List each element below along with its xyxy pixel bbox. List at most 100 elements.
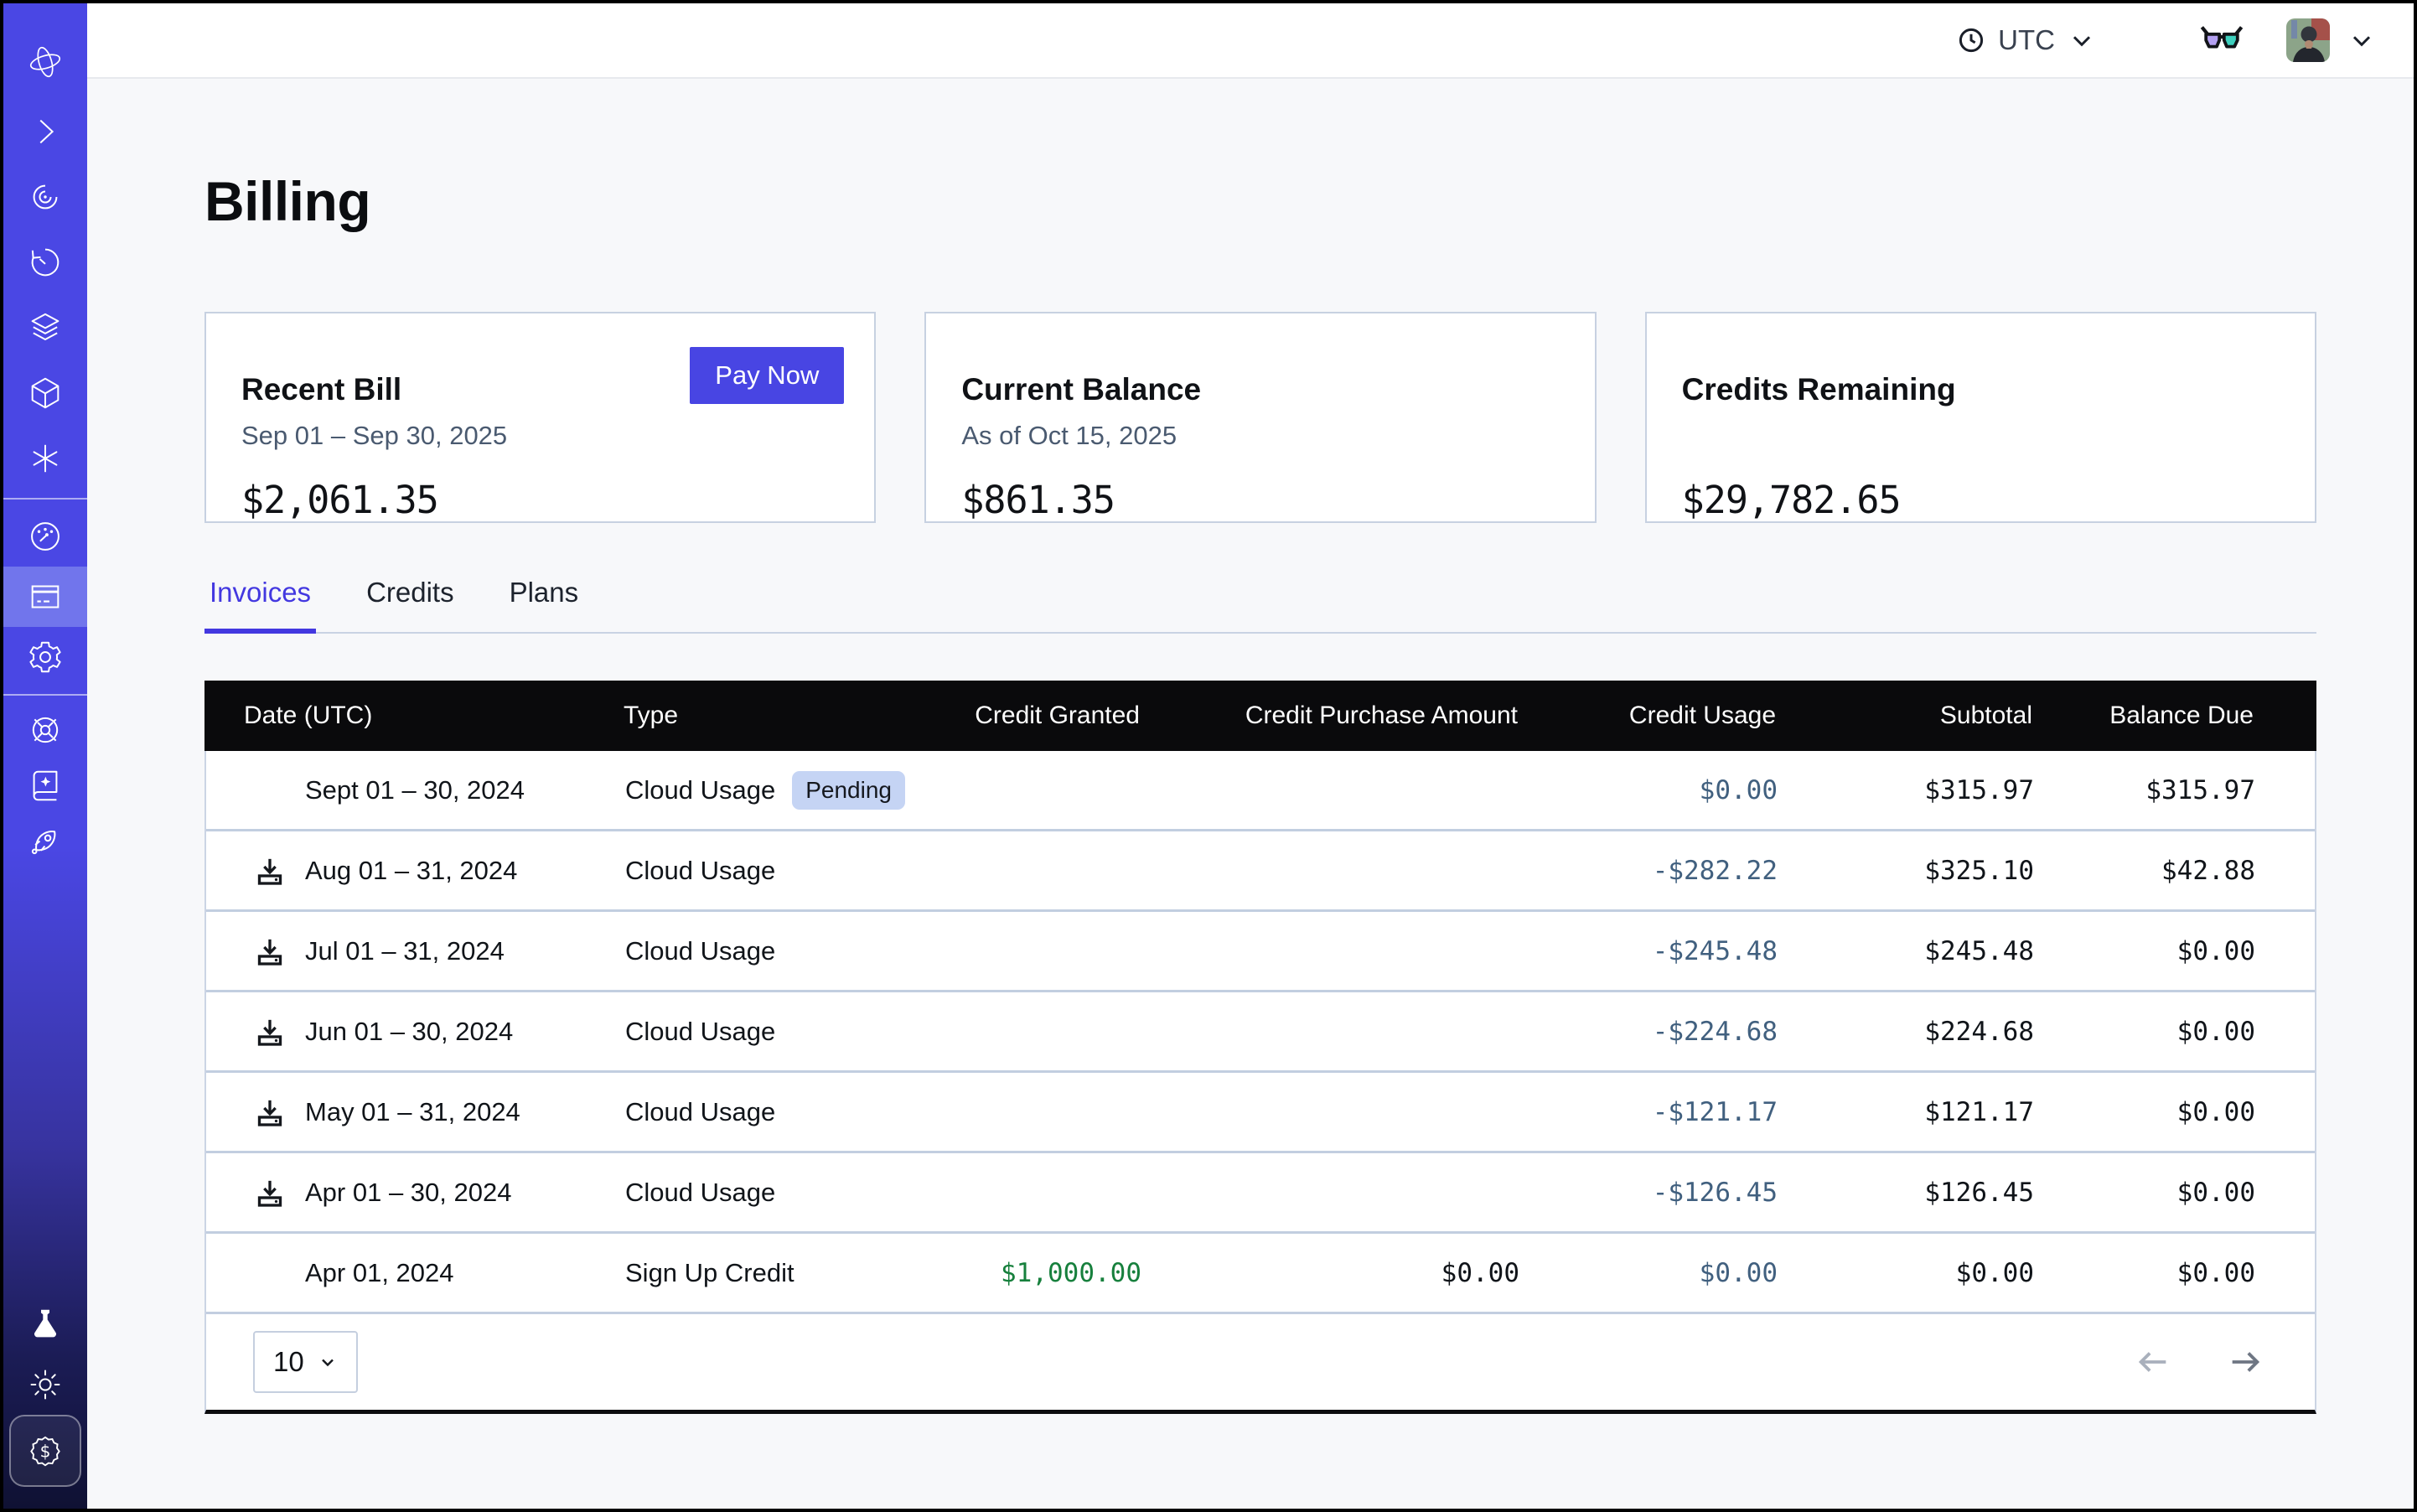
credit-usage-value: -$121.17	[1652, 1096, 1778, 1127]
subtotal-value: $325.10	[1924, 855, 2034, 886]
card-subtitle	[1682, 421, 2280, 451]
invoice-type-cell: Cloud Usage Pending	[625, 770, 960, 810]
balance-due-value: $0.00	[2176, 1096, 2255, 1127]
sidebar-item-labs[interactable]	[3, 1294, 87, 1354]
column-header-date: Date (UTC)	[244, 702, 373, 729]
column-header-type: Type	[624, 702, 679, 729]
tab-invoices[interactable]: Invoices	[204, 577, 317, 634]
book-sparkle-icon	[26, 766, 65, 805]
sidebar-item-stack[interactable]	[3, 295, 87, 360]
tab-plans[interactable]: Plans	[509, 577, 579, 608]
sidebar-item-usage[interactable]	[3, 506, 87, 567]
timer-icon	[26, 243, 65, 282]
sidebar-item-logo[interactable]	[3, 25, 87, 99]
invoice-row: Jul 01 – 31, 2024 Cloud Usage -$245.48 $…	[206, 912, 2315, 992]
invoice-date: Aug 01 – 31, 2024	[305, 855, 518, 885]
status-badge: Pending	[792, 770, 905, 810]
user-avatar[interactable]	[2286, 18, 2330, 62]
account-chevron-down-icon[interactable]	[2347, 25, 2377, 55]
download-invoice-button[interactable]	[253, 854, 287, 888]
next-page-button[interactable]	[2226, 1343, 2264, 1381]
billing-tabs: Invoices Credits Plans	[204, 577, 2316, 634]
invoice-row: Jun 01 – 30, 2024 Cloud Usage -$224.68 $…	[206, 992, 2315, 1073]
card-title: Credits Remaining	[1681, 372, 1956, 406]
column-header-credit-usage: Credit Usage	[1628, 702, 1776, 729]
credits-badge-button[interactable]: $	[9, 1415, 81, 1487]
credits-remaining-amount: $29,782.65	[1681, 478, 1902, 522]
credit-purchase-value: $0.00	[1441, 1257, 1519, 1288]
sidebar: $	[3, 3, 87, 1509]
layers-icon	[26, 308, 65, 347]
balance-due-value: $0.00	[2176, 1177, 2255, 1208]
arrow-left-icon	[2138, 1352, 2166, 1372]
card-subtitle: Sep 01 – Sep 30, 2025	[241, 421, 508, 450]
column-header-subtotal: Subtotal	[1939, 702, 2032, 729]
invoice-date-cell: Jun 01 – 30, 2024	[206, 1015, 625, 1049]
sidebar-item-collapse[interactable]	[3, 99, 87, 164]
download-invoice-button[interactable]	[253, 935, 287, 968]
svg-text:$: $	[40, 1441, 51, 1461]
download-invoice-button[interactable]	[253, 1176, 287, 1209]
download-icon	[257, 939, 282, 966]
subtotal-value: $315.97	[1924, 774, 2034, 805]
invoice-type-cell: Sign Up Credit	[625, 1258, 960, 1288]
invoice-date: Apr 01 – 30, 2024	[305, 1177, 512, 1207]
balance-due-value: $0.00	[2176, 1257, 2255, 1288]
sidebar-item-support[interactable]	[3, 702, 87, 758]
credit-granted-value: $1,000.00	[1001, 1257, 1141, 1288]
invoice-type: Cloud Usage	[625, 1016, 776, 1046]
invoice-date-cell: Apr 01, 2024	[206, 1256, 625, 1290]
invoice-date: Jun 01 – 30, 2024	[305, 1016, 514, 1046]
invoice-type-cell: Cloud Usage	[625, 936, 960, 966]
invoice-date: Sept 01 – 30, 2024	[305, 774, 525, 805]
invoice-type: Cloud Usage	[625, 1096, 776, 1126]
invoice-row: Apr 01 – 30, 2024 Cloud Usage -$126.45 $…	[206, 1153, 2315, 1234]
invoice-date-cell: Apr 01 – 30, 2024	[206, 1176, 625, 1209]
sidebar-divider	[3, 694, 87, 696]
previous-page-button[interactable]	[2134, 1343, 2172, 1381]
credit-usage-value: -$224.68	[1652, 1016, 1778, 1047]
invoice-date: Apr 01, 2024	[305, 1257, 454, 1287]
sidebar-item-containers[interactable]	[3, 360, 87, 426]
sidebar-item-docs[interactable]	[3, 758, 87, 813]
timezone-selector[interactable]: UTC	[1956, 24, 2097, 56]
current-balance-card: Current Balance As of Oct 15, 2025 $861.…	[924, 312, 1597, 523]
asterisk-icon	[26, 439, 65, 478]
gear-icon	[26, 638, 65, 676]
download-invoice-button[interactable]	[253, 1095, 287, 1129]
invoice-type: Cloud Usage	[625, 855, 776, 885]
dollar-badge-icon: $	[26, 1432, 65, 1470]
download-invoice-button[interactable]	[253, 1015, 287, 1049]
pay-now-button[interactable]: Pay Now	[690, 347, 845, 404]
invoice-type: Cloud Usage	[625, 774, 776, 805]
sidebar-item-settings[interactable]	[3, 627, 87, 687]
invoice-date-cell: May 01 – 31, 2024	[206, 1095, 625, 1129]
page-size-select[interactable]: 10	[253, 1331, 358, 1393]
sidebar-item-onboarding[interactable]	[3, 813, 87, 868]
column-header-credit-purchase-amount: Credit Purchase Amount	[1245, 702, 1518, 729]
tab-credits[interactable]: Credits	[366, 577, 454, 608]
sidebar-item-functions[interactable]	[3, 426, 87, 491]
invoice-row: Sept 01 – 30, 2024 Cloud Usage Pending $…	[206, 751, 2315, 831]
page-content: Billing Recent Bill Sep 01 – Sep 30, 202…	[87, 79, 2414, 1509]
page-title: Billing	[204, 170, 371, 232]
download-icon	[257, 1019, 282, 1046]
sidebar-item-billing[interactable]	[3, 567, 87, 627]
card-title: Current Balance	[961, 372, 1202, 406]
sidebar-item-live[interactable]	[3, 164, 87, 230]
subtotal-value: $224.68	[1924, 1016, 2034, 1047]
billing-summary-cards: Recent Bill Sep 01 – Sep 30, 2025 $2,061…	[204, 312, 2316, 523]
arrow-right-icon	[2232, 1352, 2260, 1372]
chevron-right-icon	[26, 112, 65, 151]
column-header-credit-granted: Credit Granted	[975, 702, 1140, 729]
invoice-date: May 01 – 31, 2024	[305, 1096, 520, 1126]
invoice-type: Cloud Usage	[625, 935, 776, 966]
glasses-icon[interactable]	[2197, 23, 2246, 57]
subtotal-value: $245.48	[1924, 935, 2034, 966]
sidebar-item-theme[interactable]	[3, 1354, 87, 1415]
main-area: UTC	[87, 3, 2414, 1509]
sidebar-item-history[interactable]	[3, 230, 87, 295]
recent-bill-card: Recent Bill Sep 01 – Sep 30, 2025 $2,061…	[204, 312, 877, 523]
invoice-date-cell: Sept 01 – 30, 2024	[206, 774, 625, 807]
